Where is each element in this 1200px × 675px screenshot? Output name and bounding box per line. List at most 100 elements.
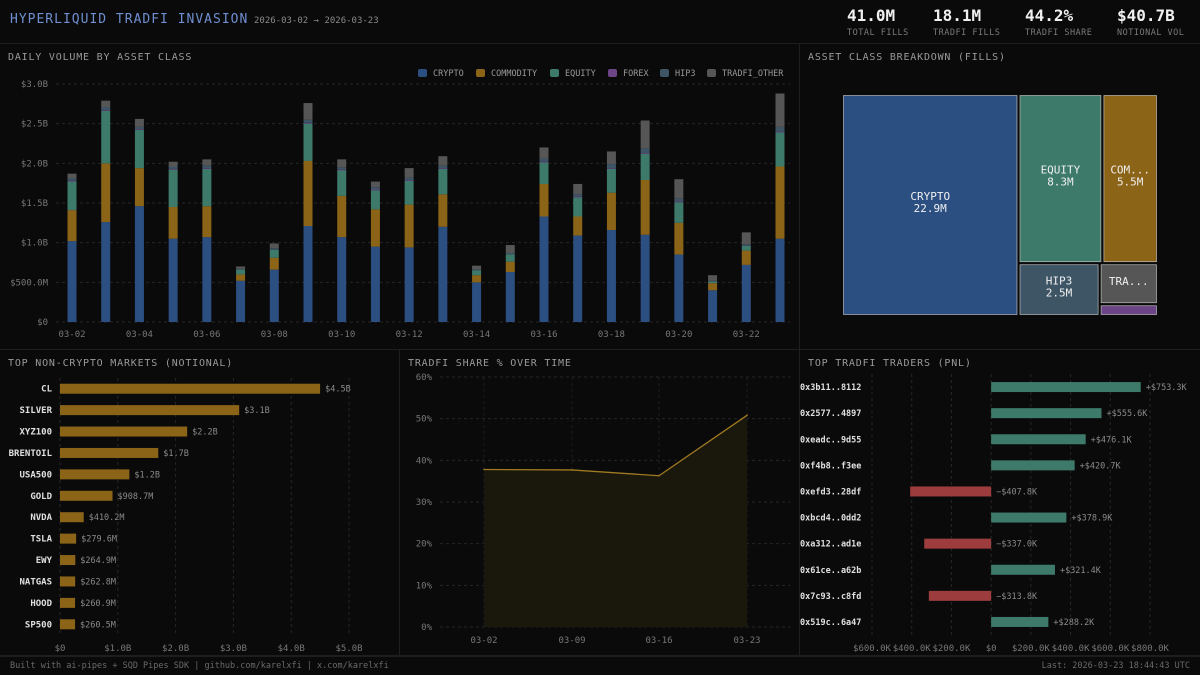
trader-bar-negative	[924, 538, 992, 549]
x-tick-label: 03-22	[733, 330, 760, 340]
bar-segment-equity	[674, 202, 684, 223]
bar-segment-tradfi-other	[775, 93, 785, 127]
trader-label: 0xefd3..28df	[800, 487, 861, 497]
treemap-cell-commodity	[1103, 95, 1157, 263]
y-tick-label: 50%	[416, 415, 433, 425]
bar-segment-hip3	[438, 165, 448, 169]
bar-segment-crypto	[472, 282, 482, 322]
bar-segment-commodity	[539, 183, 549, 217]
bar-segment-crypto	[67, 241, 77, 322]
bar-segment-equity	[134, 130, 144, 169]
stat-notional-vol: $40.7B NOTIONAL VOL	[1117, 6, 1184, 38]
stat-value: 18.1M	[933, 6, 982, 25]
bar-segment-hip3	[236, 268, 246, 270]
trader-bar-positive	[991, 434, 1086, 445]
share-point	[658, 474, 660, 477]
y-tick-label: 0%	[421, 623, 432, 633]
bar-segment-tradfi-other	[236, 266, 246, 269]
bar-segment-forex	[674, 201, 684, 203]
bar-segment-hip3	[202, 165, 212, 169]
market-bar-silver	[60, 405, 240, 416]
treemap-cell-tradfi-other	[1100, 264, 1157, 304]
bar-segment-equity	[202, 168, 212, 207]
treemap-label-equity: EQUITY	[1041, 164, 1081, 177]
bar-segment-commodity	[269, 257, 279, 270]
legend-label-commodity: COMMODITY	[491, 69, 537, 79]
bar-segment-hip3	[708, 280, 718, 282]
legend-swatch-tradfi-other	[707, 69, 716, 77]
stat-label: TRADFI FILLS	[933, 28, 1001, 38]
bar-segment-hip3	[269, 248, 279, 250]
x-tick-label: 03-16	[645, 636, 672, 646]
y-tick-label: $500.0M	[10, 278, 49, 288]
trader-label: 0xbcd4..0dd2	[800, 514, 861, 524]
share-area	[484, 415, 747, 627]
y-tick-label: $0	[37, 318, 48, 328]
tradfi-share-panel: TRADFI SHARE % OVER TIME 0% 10% 20% 30% 40% 5…	[400, 350, 800, 656]
legend-label-forex: FOREX	[623, 69, 649, 79]
legend-label-tradfi-other: TRADFI_OTHER	[722, 69, 784, 79]
bar-segment-commodity	[674, 222, 684, 255]
market-value-tsla: $279.6M	[81, 535, 117, 545]
bar-segment-equity	[337, 170, 347, 196]
treemap-value-commodity: 5.5M	[1117, 176, 1144, 189]
market-value-hood: $260.9M	[80, 599, 116, 609]
panel-title: TOP NON-CRYPTO MARKETS (NOTIONAL)	[8, 358, 234, 369]
bar-segment-hip3	[674, 198, 684, 202]
x-tick-label: 03-08	[261, 330, 288, 340]
y-tick-label: $3.0B	[21, 80, 48, 90]
treemap-cell-hip3	[1019, 264, 1099, 315]
bar-segment-forex	[539, 161, 549, 163]
bar-segment-crypto	[236, 280, 246, 322]
bar-segment-crypto	[539, 216, 549, 322]
tradfi-share-chart: 0% 10% 20% 30% 40% 50% 60% 03-02 03-09 03-16 03-23	[416, 373, 790, 646]
bar-segment-forex	[640, 153, 650, 154]
bar-segment-commodity	[741, 250, 751, 265]
bar-segment-hip3	[472, 269, 482, 271]
market-value-cl: $4.5B	[325, 385, 351, 395]
y-tick-label: 60%	[416, 373, 433, 383]
x-tick-label: $3.0B	[220, 644, 247, 654]
bar-segment-commodity	[505, 261, 515, 273]
market-bar-gold	[60, 490, 113, 501]
trader-value: +$476.1K	[1091, 435, 1133, 445]
legend-label-equity: EQUITY	[565, 69, 596, 79]
x-tick-label: $800.0K	[1131, 644, 1170, 654]
bar-segment-crypto	[101, 222, 111, 322]
share-line	[483, 414, 748, 477]
bar-segment-forex	[337, 169, 347, 171]
bar-segment-commodity	[337, 195, 347, 238]
x-tick-label: $600.0K	[1091, 644, 1130, 654]
y-tick-label: 20%	[416, 540, 433, 550]
trader-label: 0x519c..6a47	[800, 618, 861, 628]
market-label-sp500: SP500	[25, 620, 52, 630]
bar-segment-hip3	[168, 166, 178, 169]
trader-value: +$753.3K	[1146, 383, 1188, 393]
legend-label-crypto: CRYPTO	[433, 69, 464, 79]
x-tick-label: $5.0B	[335, 644, 362, 654]
bar-segment-equity	[438, 168, 448, 195]
bar-segment-equity	[370, 190, 380, 210]
bar-segment-forex	[573, 196, 583, 198]
trader-bar-positive	[991, 512, 1067, 523]
market-label-natgas: NATGAS	[19, 577, 52, 587]
market-label-xyz100: XYZ100	[19, 428, 52, 438]
share-point	[746, 414, 748, 417]
y-tick-label: 40%	[416, 456, 433, 466]
x-tick-label: 03-14	[463, 330, 490, 340]
bar-segment-commodity	[404, 204, 414, 248]
bar-segment-hip3	[67, 178, 77, 181]
treemap-value-crypto: 22.9M	[914, 202, 947, 215]
trader-label: 0x7c93..c8fd	[800, 592, 861, 602]
treemap-label-crypto: CRYPTO	[910, 190, 950, 203]
bar-segment-hip3	[370, 187, 380, 190]
bar-segment-tradfi-other	[438, 156, 448, 166]
bar-segment-tradfi-other	[168, 161, 178, 167]
bar-segment-commodity	[606, 192, 616, 230]
bar-segment-tradfi-other	[472, 265, 482, 270]
footer: Built with ai-pipes + SQD Pipes SDK | gi…	[0, 656, 1200, 675]
bar-segment-crypto	[775, 238, 785, 322]
legend-swatch-commodity	[476, 69, 485, 77]
market-value-gold: $908.7M	[118, 492, 154, 502]
legend-label-hip3: HIP3	[675, 69, 695, 79]
